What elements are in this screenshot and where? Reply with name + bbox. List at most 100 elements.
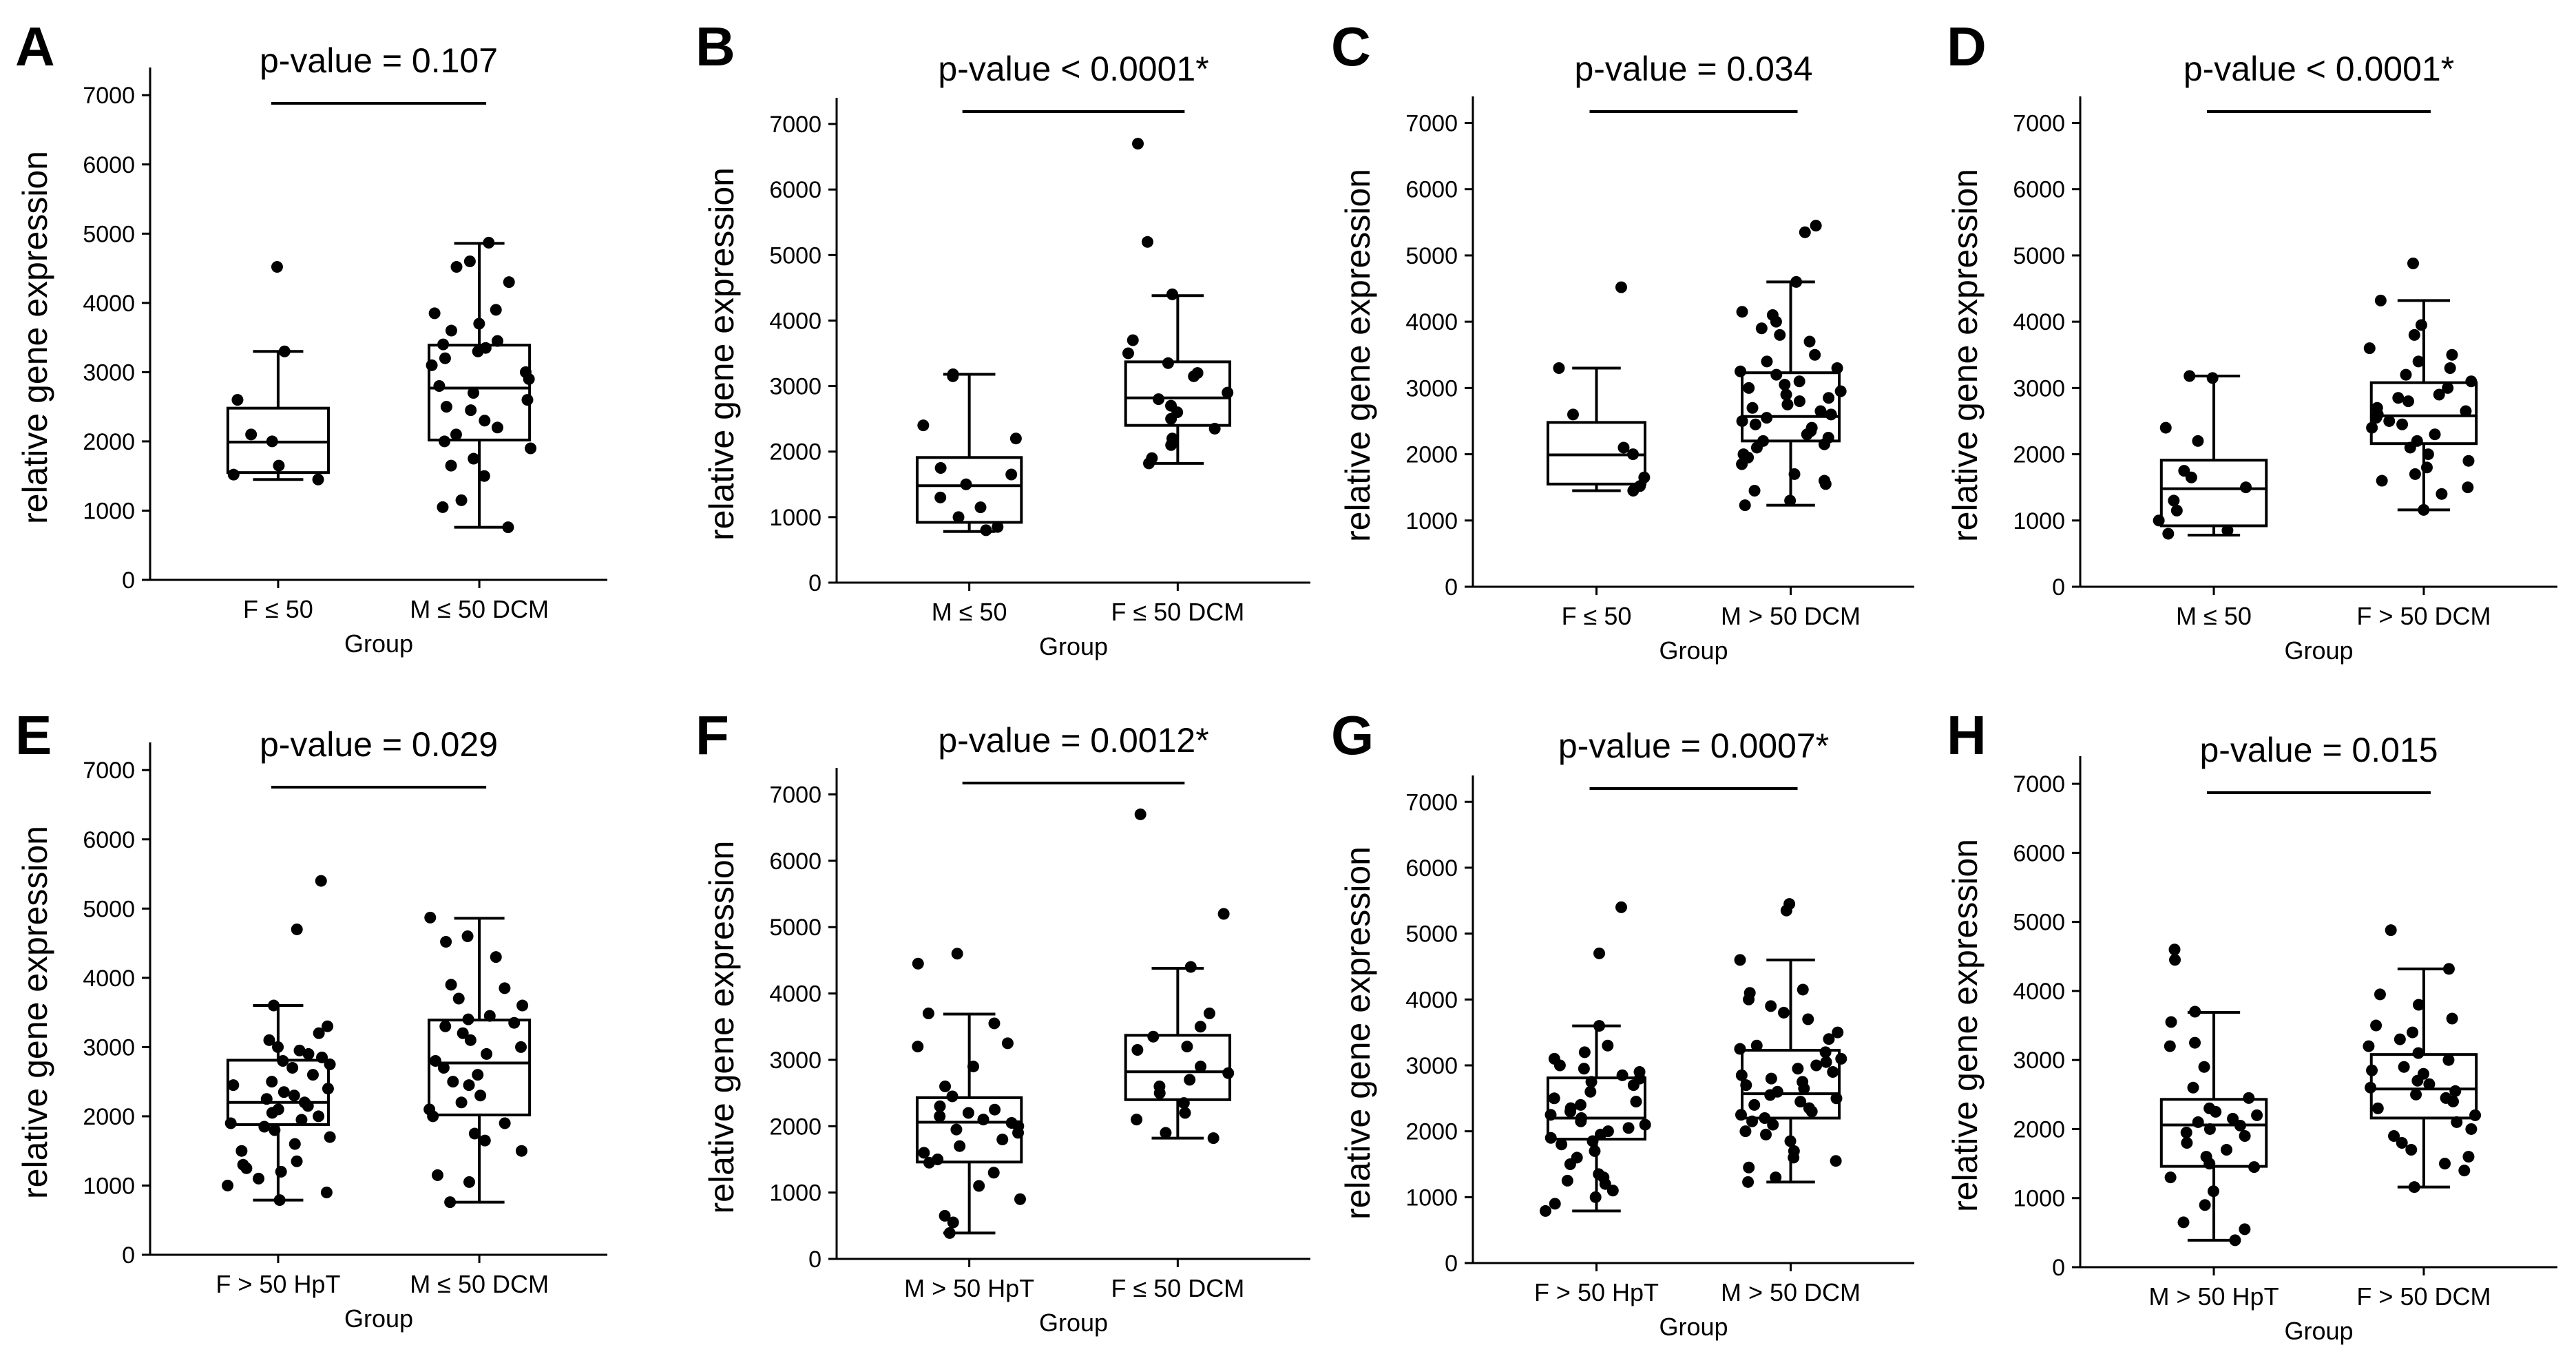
data-point (2376, 475, 2388, 487)
data-point (1630, 1096, 1642, 1108)
data-point (2169, 954, 2181, 966)
data-point (1801, 428, 1813, 441)
data-point (939, 1080, 952, 1092)
x-tick-label: F > 50 DCM (2356, 602, 2491, 630)
data-point (987, 1167, 1000, 1179)
data-point (312, 473, 324, 486)
data-point (268, 999, 280, 1012)
data-point (1194, 1021, 1206, 1033)
panel-f: F 0 1000 2000 3000 4000 5000 6000 7000 relative g… (695, 705, 1310, 1337)
data-point (1778, 1006, 1790, 1019)
data-point (445, 979, 457, 991)
data-point (1181, 1041, 1193, 1053)
data-point (2396, 1137, 2408, 1149)
data-point (2446, 1012, 2458, 1025)
y-axis-label: relative gene expression (16, 151, 54, 524)
data-point (499, 1117, 511, 1129)
data-point (1759, 1112, 1771, 1125)
y-tick-label: 3000 (83, 1034, 135, 1061)
x-tick-label: M ≤ 50 DCM (410, 1270, 549, 1298)
data-point (1122, 347, 1134, 359)
data-point (1593, 1020, 1606, 1032)
data-point (1797, 983, 1809, 996)
y-tick-label: 6000 (1405, 855, 1458, 882)
data-point (2423, 1078, 2436, 1090)
data-point (1809, 348, 1821, 361)
data-point (952, 511, 965, 523)
y-tick-label: 3000 (83, 359, 135, 386)
data-point (1188, 370, 1200, 382)
box-1 (1546, 366, 1646, 492)
x-tick-label: F ≤ 50 DCM (1111, 1274, 1244, 1302)
data-point (2436, 488, 2448, 500)
x-tick-label: F > 50 HpT (1534, 1278, 1659, 1306)
data-point (2412, 1047, 2425, 1059)
data-point (989, 1103, 1001, 1116)
data-point (516, 999, 529, 1012)
data-point (2227, 1112, 2239, 1125)
data-point (1827, 1066, 1839, 1078)
data-point (917, 419, 930, 432)
data-point (277, 1054, 289, 1067)
data-point (2207, 1185, 2219, 1198)
data-point (1743, 382, 1755, 394)
data-point (2442, 1054, 2455, 1066)
panel-letter: E (15, 705, 52, 766)
box-2 (428, 917, 532, 1204)
data-point (278, 345, 291, 357)
data-point (992, 521, 1004, 533)
panel-c: C 0 1000 2000 3000 4000 5000 6000 7000 relative g… (1331, 16, 1914, 665)
data-point (481, 1047, 493, 1060)
data-point (2458, 1165, 2471, 1177)
data-point (1767, 1118, 1779, 1131)
data-point (2162, 528, 2175, 540)
data-point (291, 923, 303, 935)
data-point (1162, 357, 1174, 369)
panel-letter: H (1947, 705, 1987, 766)
data-point (472, 345, 484, 357)
data-point (2363, 342, 2376, 355)
data-point (973, 1180, 985, 1192)
data-point (2407, 1026, 2419, 1039)
data-point (1001, 1037, 1014, 1050)
data-point (2365, 1081, 2377, 1094)
data-point (2221, 524, 2234, 536)
data-point (1780, 904, 1792, 917)
data-point (1794, 1096, 1807, 1108)
data-point (939, 1209, 951, 1222)
box-iqr (1741, 371, 1841, 443)
data-point (1793, 375, 1805, 388)
data-point (455, 494, 468, 506)
data-point (320, 1187, 333, 1199)
y-tick-label: 7000 (769, 112, 821, 138)
points-1 (2164, 943, 2263, 1247)
data-point (2370, 412, 2383, 424)
data-point (1134, 808, 1146, 820)
data-point (2229, 1234, 2241, 1247)
y-axis-label: relative gene expression (16, 826, 54, 1199)
data-point (1793, 395, 1805, 408)
data-point (2385, 924, 2397, 937)
data-point (313, 1110, 325, 1123)
data-point (1005, 468, 1018, 481)
y-tick-label: 4000 (83, 291, 135, 317)
data-point (445, 459, 457, 472)
x-tick-label: M > 50 HpT (2149, 1282, 2279, 1311)
data-point (1578, 1063, 1590, 1075)
box-2 (428, 242, 532, 529)
y-tick-label: 3000 (769, 374, 821, 400)
data-point (1814, 405, 1827, 417)
x-axis-label: Group (1659, 636, 1728, 665)
data-point (315, 875, 327, 887)
data-point (313, 1027, 325, 1039)
data-point (1834, 385, 1847, 397)
data-point (437, 1062, 450, 1074)
y-tick-label: 5000 (1405, 921, 1458, 948)
data-point (1743, 1161, 1755, 1174)
y-tick-label: 1000 (1405, 1185, 1458, 1211)
data-point (923, 1156, 935, 1169)
data-point (227, 1079, 240, 1092)
y-tick-label: 7000 (769, 782, 821, 809)
data-point (1784, 1135, 1797, 1147)
data-point (1222, 386, 1234, 399)
